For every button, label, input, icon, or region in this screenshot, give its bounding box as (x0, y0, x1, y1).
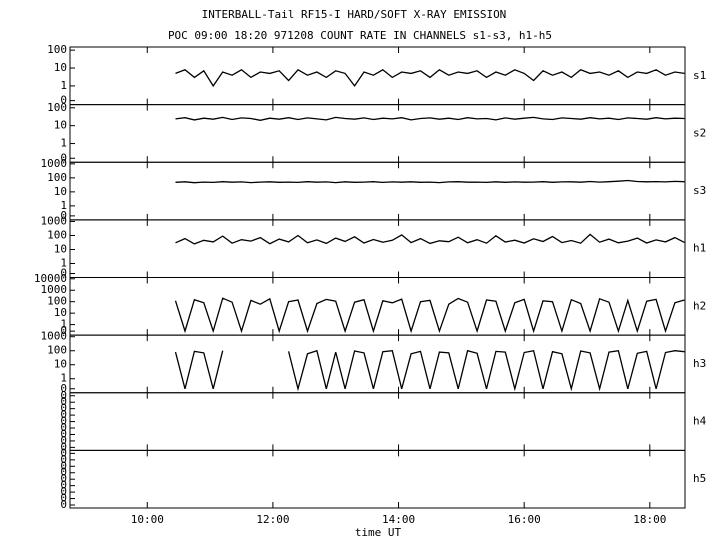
panel-frame (69, 392, 686, 451)
y-tick-label: 1 (60, 318, 67, 331)
y-tick-label: 0 (60, 94, 67, 107)
y-tick-label: 10 (54, 61, 67, 74)
panel-label: h4 (693, 415, 707, 428)
y-tick-label: 0 (60, 395, 67, 408)
y-tick-label: 1 (60, 79, 67, 92)
panel-frame (69, 161, 686, 221)
y-tick-label: 1000 (41, 157, 68, 170)
y-tick-label: 0 (60, 446, 67, 459)
y-tick-label: 1000 (41, 214, 68, 227)
y-tick-label: 0 (60, 440, 67, 453)
panel-label: s1 (693, 69, 706, 82)
panel-label: s3 (693, 184, 706, 197)
x-axis-label: time UT (355, 526, 402, 539)
y-tick-label: 0 (60, 479, 67, 492)
y-tick-label: 0 (60, 382, 67, 395)
y-tick-label: 100 (47, 295, 67, 308)
x-tick-label: 18:00 (633, 513, 666, 526)
y-tick-label: 100 (47, 171, 67, 184)
y-tick-label: 0 (60, 421, 67, 434)
chart-title: INTERBALL-Tail RF15-I HARD/SOFT X-RAY EM… (202, 8, 507, 21)
x-tick-label: 16:00 (508, 513, 541, 526)
y-tick-label: 10 (54, 185, 67, 198)
y-tick-label: 0 (60, 459, 67, 472)
panel-frame (69, 104, 686, 163)
y-tick-label: 10 (54, 306, 67, 319)
y-tick-label: 0 (60, 415, 67, 428)
y-tick-label: 0 (60, 209, 67, 222)
y-tick-label: 1 (60, 256, 67, 269)
y-tick-label: 0 (60, 453, 67, 466)
panel-label: s2 (693, 126, 706, 139)
panel-frame (69, 449, 686, 509)
y-tick-label: 0 (60, 492, 67, 505)
y-tick-label: 0 (60, 498, 67, 511)
y-tick-label: 1 (60, 137, 67, 150)
y-tick-label: 1 (60, 372, 67, 385)
data-line (174, 297, 685, 334)
panel-label: h2 (693, 299, 706, 312)
data-line (174, 349, 685, 392)
panel-label: h3 (693, 357, 706, 370)
y-tick-label: 100 (47, 228, 67, 241)
x-tick-label: 12:00 (256, 513, 289, 526)
y-tick-label: 100 (47, 43, 67, 56)
y-tick-label: 1000 (41, 283, 68, 296)
y-tick-label: 0 (60, 472, 67, 485)
y-tick-label: 0 (60, 485, 67, 498)
y-tick-label: 0 (60, 434, 67, 447)
panel-label: h5 (693, 472, 706, 485)
data-line (175, 68, 685, 88)
y-tick-label: 100 (47, 344, 67, 357)
x-tick-label: 10:00 (131, 513, 164, 526)
data-line (175, 233, 685, 245)
data-line (175, 179, 685, 184)
y-tick-label: 0 (60, 466, 67, 479)
x-tick-label: 14:00 (382, 513, 415, 526)
y-tick-label: 0 (60, 427, 67, 440)
y-tick-label: 0 (60, 267, 67, 280)
data-line (175, 116, 685, 121)
y-tick-label: 0 (60, 324, 67, 337)
panel-frame (69, 46, 686, 106)
y-tick-label: 0 (60, 402, 67, 415)
y-tick-label: 1000 (41, 330, 68, 343)
chart-subtitle: POC 09:00 18:20 971208 COUNT RATE IN CHA… (168, 29, 552, 42)
y-tick-label: 0 (60, 151, 67, 164)
y-tick-label: 0 (60, 389, 67, 402)
y-tick-label: 100 (47, 101, 67, 114)
y-tick-label: 0 (60, 408, 67, 421)
y-tick-label: 10 (54, 119, 67, 132)
y-tick-label: 1 (60, 199, 67, 212)
panel-frame (69, 219, 686, 278)
y-tick-label: 10 (54, 242, 67, 255)
panel-label: h1 (693, 242, 706, 255)
panel-frame (69, 277, 686, 336)
y-tick-label: 10000 (34, 272, 67, 285)
y-tick-label: 10 (54, 358, 67, 371)
